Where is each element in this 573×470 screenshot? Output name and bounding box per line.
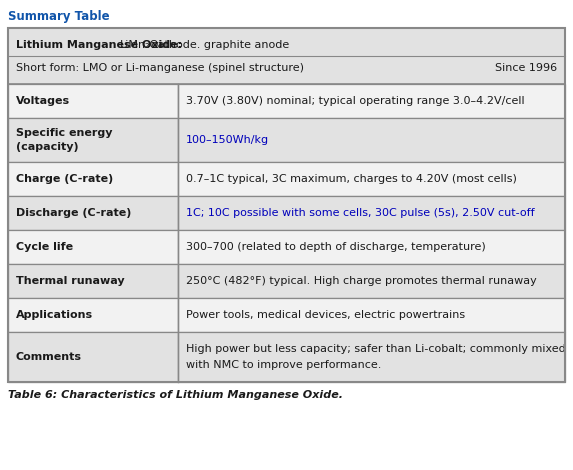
Text: 0.7–1C typical, 3C maximum, charges to 4.20V (most cells): 0.7–1C typical, 3C maximum, charges to 4…	[186, 174, 517, 184]
Bar	[8, 84, 178, 118]
Bar	[178, 84, 565, 118]
Bar	[178, 332, 565, 382]
Text: Since 1996: Since 1996	[495, 63, 557, 73]
Text: 3.70V (3.80V) nominal; typical operating range 3.0–4.2V/cell: 3.70V (3.80V) nominal; typical operating…	[186, 96, 524, 106]
Text: Lithium Manganese Oxide:: Lithium Manganese Oxide:	[16, 40, 186, 50]
Bar	[8, 298, 178, 332]
Bar	[178, 118, 565, 162]
Text: LiMn₂O₄: LiMn₂O₄	[120, 40, 164, 50]
Text: Specific energy: Specific energy	[16, 127, 112, 138]
Bar	[8, 264, 178, 298]
Text: with NMC to improve performance.: with NMC to improve performance.	[186, 360, 381, 370]
Text: 300–700 (related to depth of discharge, temperature): 300–700 (related to depth of discharge, …	[186, 242, 486, 252]
Bar	[178, 298, 565, 332]
Bar	[178, 162, 565, 196]
Text: Table 6: Characteristics of Lithium Manganese Oxide.: Table 6: Characteristics of Lithium Mang…	[8, 390, 343, 400]
Text: Charge (C-rate): Charge (C-rate)	[16, 174, 113, 184]
Bar	[8, 28, 565, 382]
Text: Cycle life: Cycle life	[16, 242, 73, 252]
Text: Power tools, medical devices, electric powertrains: Power tools, medical devices, electric p…	[186, 310, 465, 320]
Bar	[8, 230, 178, 264]
Text: Summary Table: Summary Table	[8, 10, 109, 23]
Bar	[8, 196, 178, 230]
Text: Applications: Applications	[16, 310, 93, 320]
Bar	[8, 162, 178, 196]
Text: 1C; 10C possible with some cells, 30C pulse (5s), 2.50V cut-off: 1C; 10C possible with some cells, 30C pu…	[186, 208, 535, 218]
Bar	[178, 230, 565, 264]
Bar	[8, 28, 565, 84]
Bar	[178, 196, 565, 230]
Text: (capacity): (capacity)	[16, 142, 79, 152]
Text: Comments: Comments	[16, 352, 82, 362]
Bar	[178, 264, 565, 298]
Text: Thermal runaway: Thermal runaway	[16, 276, 124, 286]
Text: Discharge (C-rate): Discharge (C-rate)	[16, 208, 131, 218]
Text: 100–150Wh/kg: 100–150Wh/kg	[186, 135, 269, 145]
Text: 250°C (482°F) typical. High charge promotes thermal runaway: 250°C (482°F) typical. High charge promo…	[186, 276, 537, 286]
Text: cathode. graphite anode: cathode. graphite anode	[148, 40, 289, 50]
Text: High power but less capacity; safer than Li-cobalt; commonly mixed: High power but less capacity; safer than…	[186, 344, 566, 353]
Bar	[8, 332, 178, 382]
Text: Short form: LMO or Li-manganese (spinel structure): Short form: LMO or Li-manganese (spinel …	[16, 63, 304, 73]
Text: Voltages: Voltages	[16, 96, 70, 106]
Bar	[8, 118, 178, 162]
